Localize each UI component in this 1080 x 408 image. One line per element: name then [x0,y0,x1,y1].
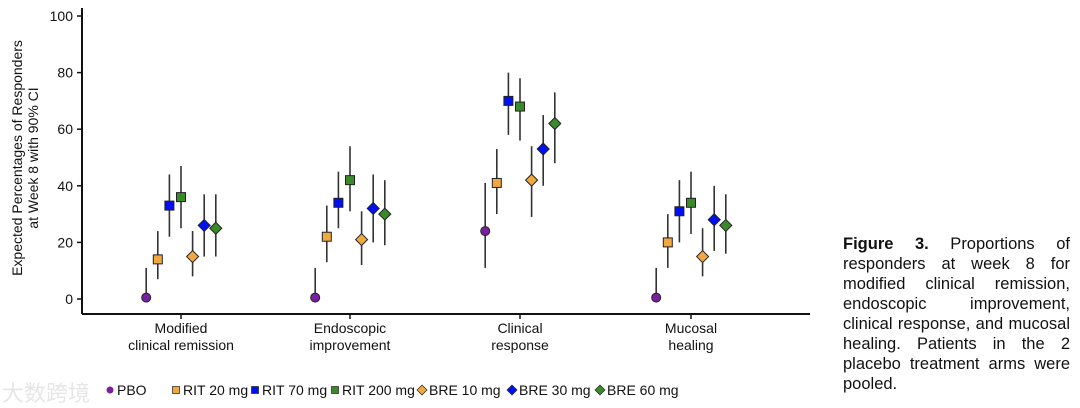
x-tick-label: healing [668,337,713,353]
y-axis-label: Expected Percentages of Respondersat Wee… [9,40,41,276]
x-tick-label: Modified [155,320,208,336]
data-point-pbo [310,292,321,303]
data-point-rit-200-mg [686,197,696,208]
y-tick-label: 60 [57,121,73,137]
data-point-bre-30-mg [536,142,550,156]
legend-marker [416,384,428,396]
y-tick-label: 100 [50,8,74,24]
legend-marker [251,386,259,394]
data-point-bre-10-mg [695,249,710,264]
data-point-bre-30-mg [366,201,380,216]
data-point-rit-20-mg [491,177,502,188]
data-point-rit-70-mg [503,95,514,106]
data-point-pbo [651,292,662,303]
watermark: 大数跨境 [2,381,91,406]
figure-caption: Figure 3. Proportions of responders at w… [843,234,1070,394]
caption-label: Figure 3. [843,235,929,253]
data-point-rit-200-mg [345,175,355,186]
legend-label: BRE 30 mg [519,382,591,398]
legend-label: BRE 10 mg [429,382,501,398]
data-point-rit-70-mg [333,197,344,208]
data-point-pbo [480,226,491,237]
data-point-bre-10-mg [524,173,539,187]
x-tick-label: Endoscopic [314,320,386,336]
data-point-rit-70-mg [164,200,175,211]
y-tick-label: 40 [57,178,73,194]
legend-marker [506,384,518,396]
data-point-bre-60-mg [719,218,733,233]
legend-label: RIT 20 mg [183,382,248,398]
data-point-bre-10-mg [354,232,369,247]
x-tick-label: response [491,337,549,353]
caption-text: Proportions of responders at week 8 for … [843,235,1071,393]
legend-label: BRE 60 mg [607,382,679,398]
y-tick-label: 80 [57,65,73,81]
legend-label: PBO [117,382,147,398]
chart: 0 20 40 60 80 100 Expected Percentages of Resp… [9,8,810,398]
data-point-rit-20-mg [152,254,163,265]
data-point-bre-60-mg [548,116,562,131]
legend-marker [331,386,339,394]
data-point-rit-20-mg [662,237,673,248]
y-axis-label-line: Expected Percentages of Responders [9,40,25,276]
legend-marker [172,386,180,394]
legend-label: RIT 200 mg [342,382,415,398]
x-tick-label: Mucosal [665,320,717,336]
data-point-rit-20-mg [321,231,332,242]
data-point-pbo [141,292,152,303]
data-point-rit-200-mg [515,101,525,112]
x-tick-label: Clinical [497,320,542,336]
legend-marker [106,386,114,394]
x-tick-label: clinical remission [128,337,234,353]
y-axis-label-line: at Week 8 with 90% CI [25,87,41,228]
data-point-bre-10-mg [185,249,200,264]
x-tick-label: improvement [310,337,391,353]
data-point-bre-30-mg [197,218,211,233]
legend-marker [594,384,606,396]
data-point-rit-70-mg [674,206,685,217]
data-point-rit-200-mg [176,192,186,203]
y-tick-label: 20 [57,234,73,250]
data-point-bre-60-mg [209,221,223,235]
legend-label: RIT 70 mg [262,382,327,398]
y-tick-label: 0 [65,291,73,307]
data-point-bre-30-mg [707,213,721,227]
data-point-bre-60-mg [378,207,392,221]
